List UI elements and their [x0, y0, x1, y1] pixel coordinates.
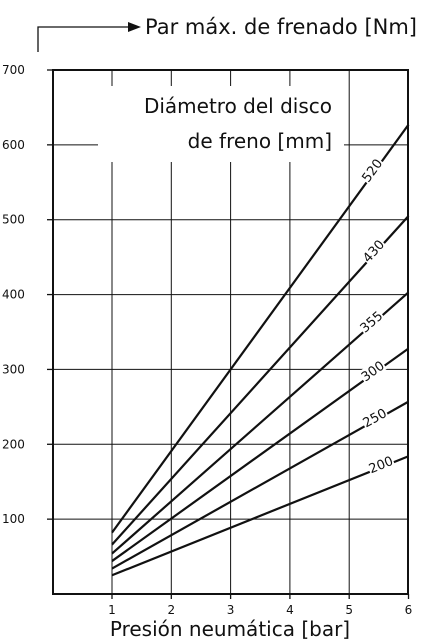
tick-label-y-700: 700	[2, 63, 25, 77]
title-arrow-line	[37, 26, 128, 52]
series-line-200	[111, 455, 409, 577]
tick-label-y-400: 400	[2, 288, 25, 302]
tick-label-y-600: 600	[2, 138, 25, 152]
legend-title-background	[98, 86, 344, 162]
tick-label-x-4: 4	[286, 603, 294, 617]
tick-label-x-3: 3	[227, 603, 235, 617]
legend-title-line1: Diámetro del disco	[144, 94, 332, 118]
tick-label-x-5: 5	[345, 603, 353, 617]
x-axis-label: Presión neumática [bar]	[110, 617, 350, 641]
series-line-355	[111, 291, 410, 555]
series-line-250	[111, 400, 410, 570]
series-label-background-200	[366, 452, 396, 476]
y-axis-ticks: 100 200 300 400 500 600 700	[2, 63, 53, 526]
legend-title-line2: de freno [mm]	[188, 129, 332, 153]
tick-label-y-200: 200	[2, 437, 25, 451]
series-lines	[111, 123, 410, 577]
tick-label-x-1: 1	[108, 603, 116, 617]
tick-label-x-2: 2	[167, 603, 175, 617]
series-label-background-520	[358, 155, 385, 185]
series-line-430	[111, 215, 410, 546]
title-arrow-head	[128, 22, 141, 32]
series-label-background-250	[359, 404, 390, 430]
tick-label-x-6: 6	[405, 603, 413, 617]
series-line-520	[111, 123, 410, 534]
series-label-background-300	[357, 357, 388, 384]
x-axis-ticks: 1 2 3 4 5 6	[108, 594, 412, 617]
series-label-250: 250	[361, 406, 390, 431]
chart-title: Par máx. de frenado [Nm]	[145, 15, 417, 39]
series-label-background-430	[359, 236, 387, 266]
series-label-200: 200	[367, 454, 396, 477]
tick-label-y-100: 100	[2, 512, 25, 526]
tick-label-y-300: 300	[2, 362, 25, 376]
series-line-300	[111, 347, 410, 562]
series-label-background-355	[356, 307, 386, 336]
tick-label-y-500: 500	[2, 213, 25, 227]
chart-title-group: Par máx. de frenado [Nm]	[37, 15, 417, 52]
